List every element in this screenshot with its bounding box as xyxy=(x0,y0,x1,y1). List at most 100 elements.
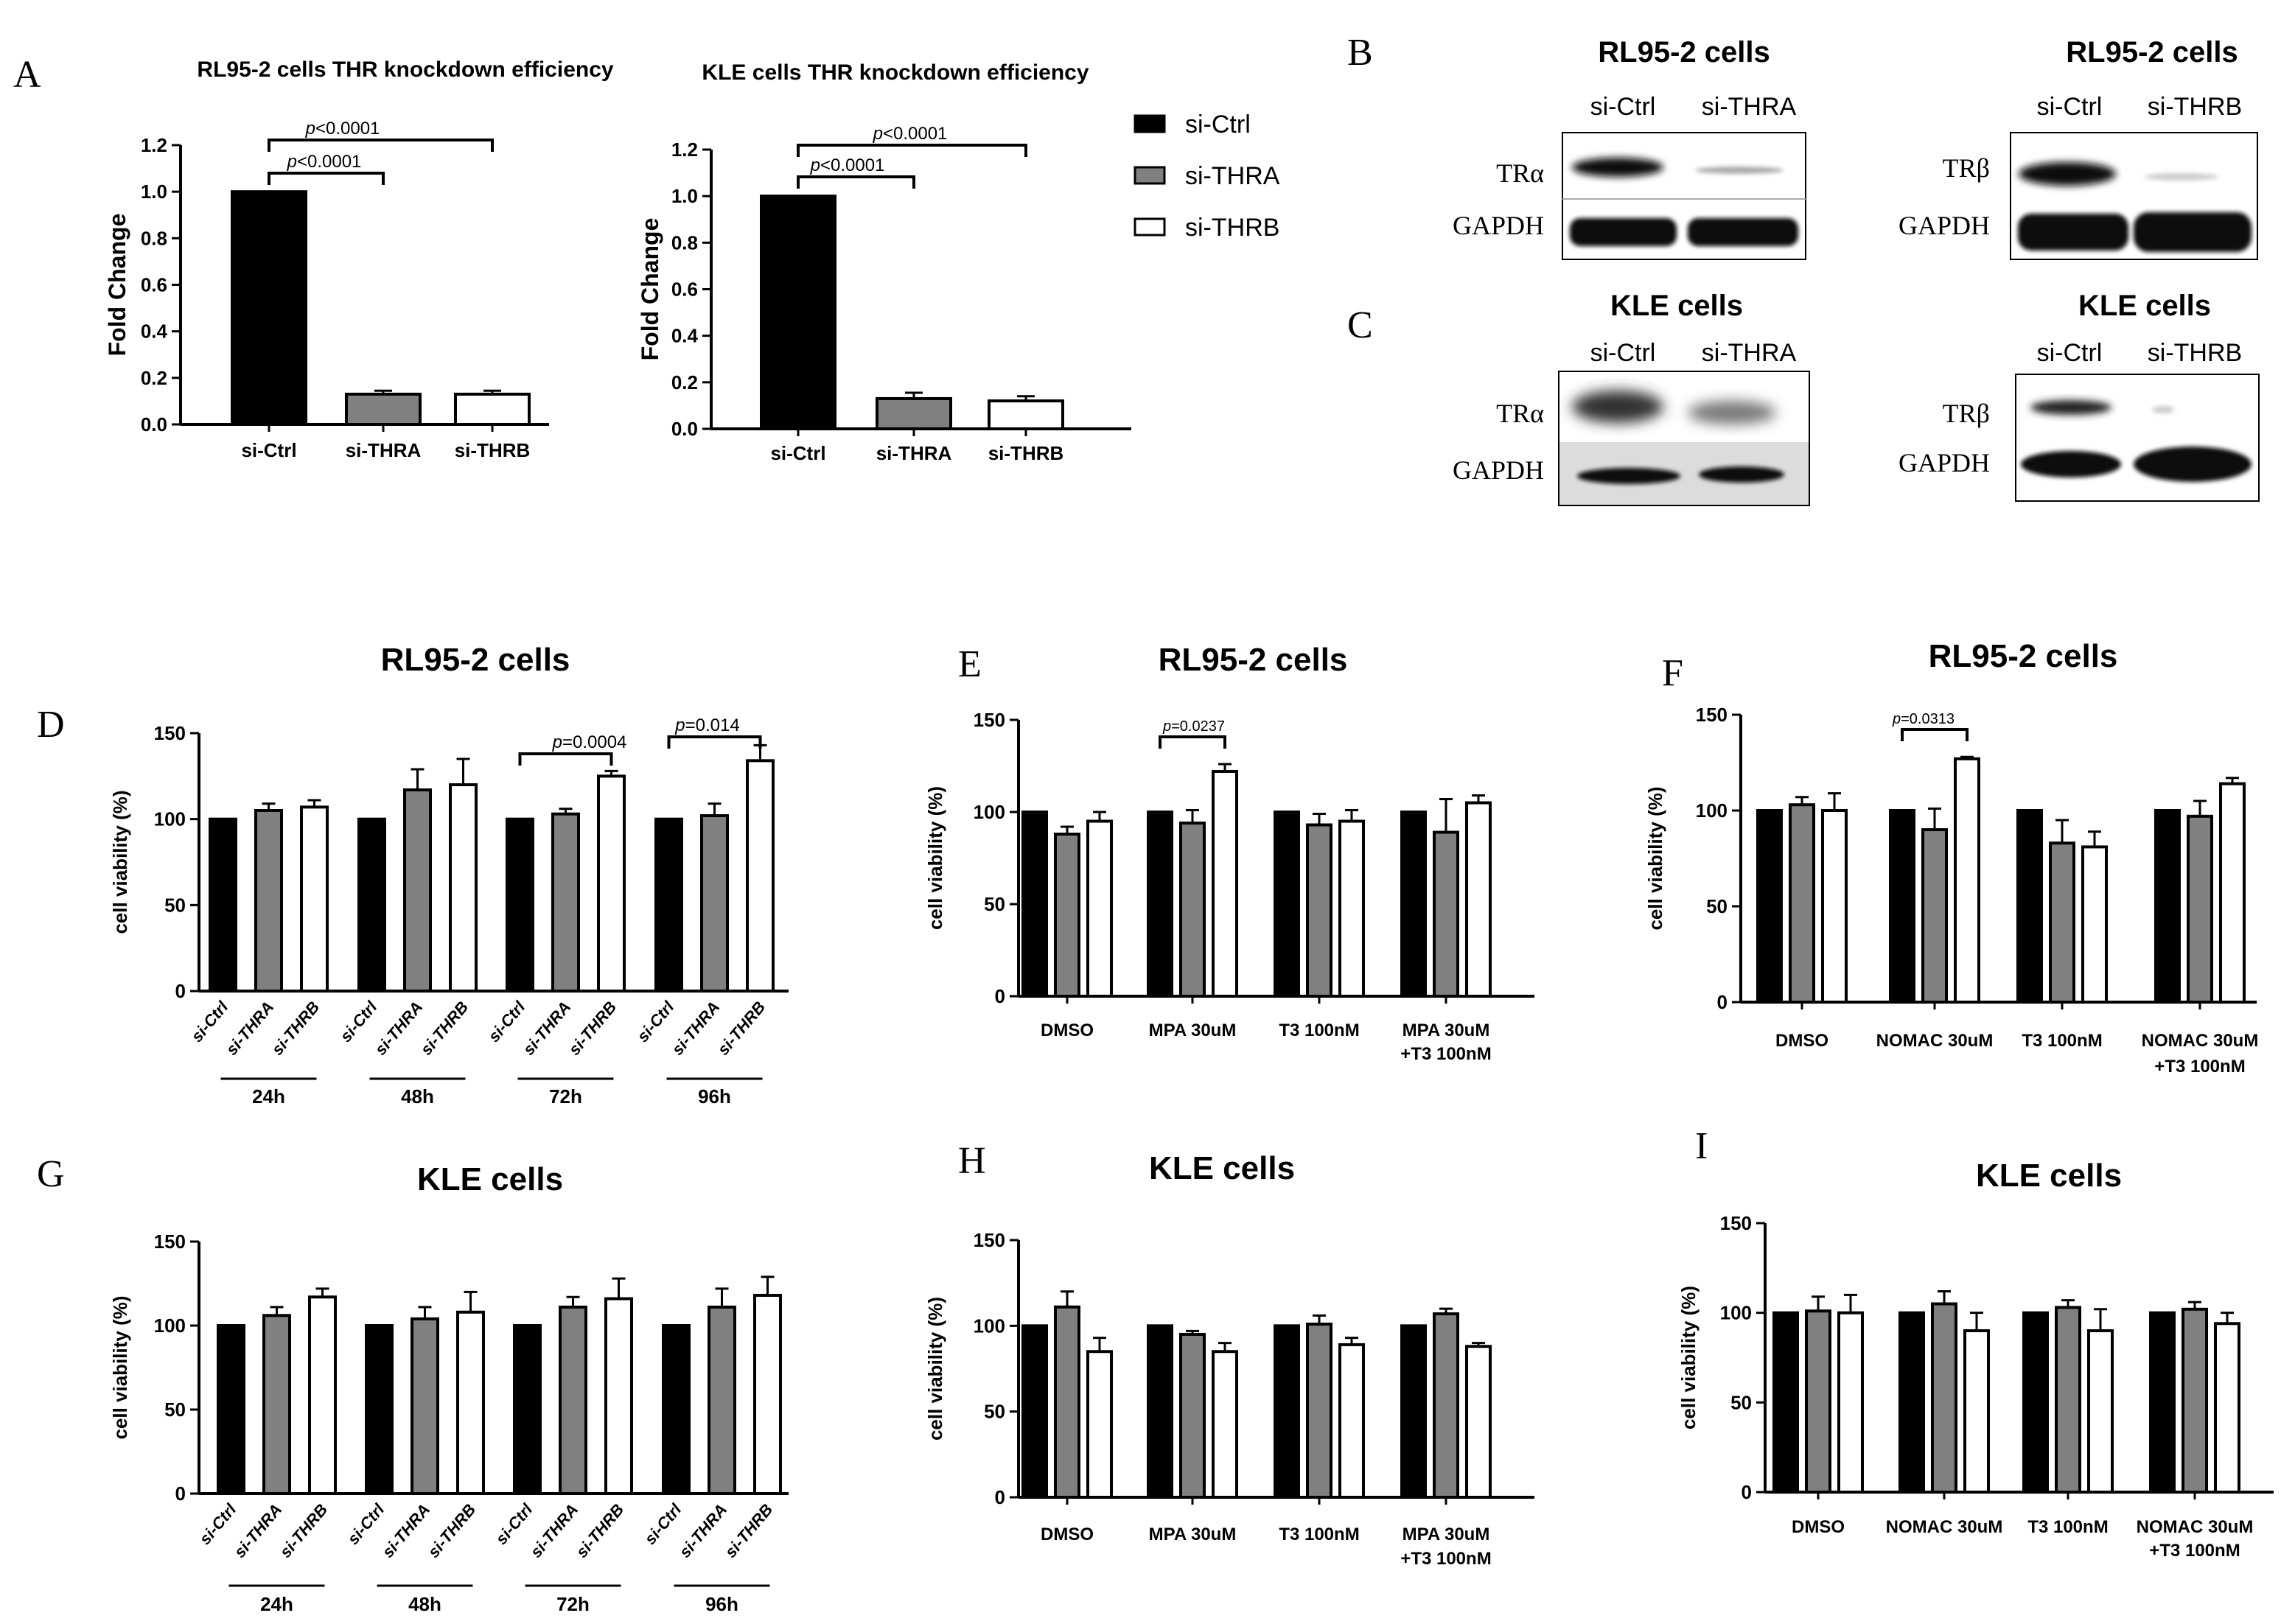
significance-bracket xyxy=(268,172,385,185)
wb-lane-label: si-Ctrl xyxy=(2037,93,2103,121)
y-tick-label: 0.8 xyxy=(671,231,698,253)
bar xyxy=(456,1310,485,1496)
blot-band xyxy=(2030,400,2111,415)
x-sub-label: si-THRB xyxy=(713,998,769,1059)
group-label: 24h xyxy=(260,1593,293,1615)
chart-title: RL95-2 cells xyxy=(381,642,570,678)
panel-label-a: A xyxy=(13,54,41,96)
chart-title: KLE cells xyxy=(1149,1150,1295,1186)
legend-swatch-si-ctrl xyxy=(1133,114,1166,133)
bar xyxy=(1147,1324,1173,1499)
y-tick-label: 100 xyxy=(154,808,186,830)
x-tick-label: si-Ctrl xyxy=(770,442,825,464)
x-sub-label: si-THRA xyxy=(222,998,277,1059)
y-axis-label: cell viability (%) xyxy=(1644,786,1666,930)
wb-band-label: GAPDH xyxy=(1898,211,1990,240)
bar xyxy=(2055,1306,2081,1494)
group-label-line2: +T3 100nM xyxy=(1400,1044,1491,1064)
bar xyxy=(1274,811,1300,998)
x-sub-label: si-THRA xyxy=(371,998,426,1059)
y-tick-label: 0 xyxy=(995,985,1005,1007)
x-sub-label: si-Ctrl xyxy=(187,997,232,1045)
wb-title: RL95-2 cells xyxy=(2066,36,2238,69)
bar xyxy=(1400,1324,1427,1499)
bar xyxy=(1212,770,1238,998)
y-axis-label: cell viability (%) xyxy=(109,1295,131,1439)
x-sub-label: si-THRA xyxy=(519,998,574,1059)
x-sub-label: si-Ctrl xyxy=(336,997,381,1045)
wb-band-label: TRβ xyxy=(1943,153,1990,183)
y-tick-label: 0.6 xyxy=(141,274,167,296)
y-tick-label: 100 xyxy=(1696,799,1728,822)
y-tick-label: 0 xyxy=(1742,1481,1752,1503)
bar xyxy=(1931,1302,1957,1494)
bar xyxy=(1772,1311,1799,1494)
bar xyxy=(300,805,329,993)
bar xyxy=(760,195,836,430)
group-label: 96h xyxy=(698,1085,731,1107)
bar xyxy=(1274,1324,1300,1499)
group-label: T3 100nM xyxy=(1279,1525,1359,1544)
panel-label-b: B xyxy=(1347,32,1373,74)
group-label: T3 100nM xyxy=(2027,1517,2108,1537)
y-axis-label: cell viability (%) xyxy=(924,1297,946,1441)
bar xyxy=(597,774,626,993)
blot-band xyxy=(1699,466,1784,483)
bar xyxy=(254,809,283,993)
group-label-line2: +T3 100nM xyxy=(1400,1549,1491,1569)
chart-g: KLE cells 0 50 100 150 cell viability (%) si-C… xyxy=(109,1161,789,1615)
y-tick-label: 50 xyxy=(164,1399,186,1421)
bar xyxy=(1212,1350,1238,1499)
group-label: 24h xyxy=(252,1085,285,1107)
y-axis-label: cell viability (%) xyxy=(109,790,131,934)
group-label: MPA 30uM xyxy=(1149,1021,1237,1040)
blot-band xyxy=(1695,167,1784,174)
y-tick-label: 100 xyxy=(974,1315,1005,1337)
wb-lane-label: si-Ctrl xyxy=(2037,339,2103,367)
group-label: 72h xyxy=(556,1593,590,1615)
group-label: DMSO xyxy=(1041,1021,1094,1040)
bar xyxy=(662,1324,691,1495)
y-tick-label: 1.2 xyxy=(671,139,698,161)
chart-i: KLE cells 0 50 100 150 cell viability (%) DMSO… xyxy=(1677,1158,2274,1561)
bar xyxy=(1898,1311,1925,1494)
bar xyxy=(308,1295,337,1495)
wb-lane-label: si-Ctrl xyxy=(1590,339,1656,367)
bar xyxy=(2182,1307,2208,1494)
y-tick-label: 150 xyxy=(974,1229,1005,1251)
y-tick-label: 50 xyxy=(984,1401,1005,1423)
western-rl95-thra: RL95-2 cells si-Ctrl si-THRA TRα GAPDH xyxy=(1453,36,1806,260)
x-sub-label: si-Ctrl xyxy=(640,1499,685,1547)
blot-band xyxy=(1688,401,1776,424)
group-label: 72h xyxy=(549,1085,582,1107)
blot-band xyxy=(2145,173,2218,181)
y-tick-label: 0 xyxy=(1717,991,1728,1013)
y-tick-label: 1.2 xyxy=(141,134,167,156)
wb-band-label: GAPDH xyxy=(1453,211,1544,240)
bar xyxy=(1086,1350,1113,1499)
chart-f: RL95-2 cells 0 50 100 150 cell viability (%) D… xyxy=(1644,638,2258,1077)
significance-bracket xyxy=(1159,735,1226,749)
y-tick-label: 0.2 xyxy=(141,367,167,389)
bar xyxy=(1021,1324,1048,1499)
x-tick-label: si-Ctrl xyxy=(241,439,296,461)
bar xyxy=(746,759,775,993)
group-label-line2: +T3 100nM xyxy=(2154,1057,2245,1077)
bar xyxy=(1963,1329,1990,1494)
wb-lane-label: si-THRB xyxy=(2148,93,2242,121)
significance-bracket xyxy=(268,139,494,152)
bar xyxy=(1021,811,1048,998)
y-tick-label: 0.0 xyxy=(141,413,167,435)
bar xyxy=(506,817,534,993)
chart-title: RL95-2 cells xyxy=(1929,638,2118,674)
bar xyxy=(1054,833,1080,998)
wb-lane-label: si-THRA xyxy=(1702,93,1797,121)
p-value-label: p=0.0004 xyxy=(552,732,627,752)
bar xyxy=(217,1324,245,1495)
p-value-label: p=0.014 xyxy=(674,715,739,735)
bar xyxy=(513,1324,542,1495)
x-tick-label: si-THRA xyxy=(346,439,422,461)
wb-band-label: GAPDH xyxy=(1898,448,1990,477)
chart-title: KLE cells xyxy=(417,1161,563,1197)
western-rl95-thrb: RL95-2 cells si-Ctrl si-THRB TRβ GAPDH xyxy=(1898,36,2258,260)
